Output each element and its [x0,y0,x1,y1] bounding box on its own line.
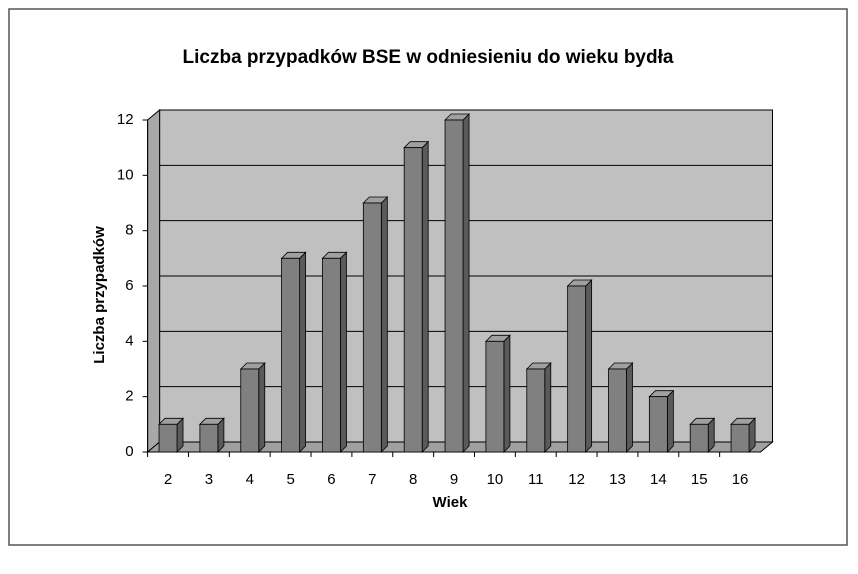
x-tick-label: 9 [450,471,458,488]
x-tick-label: 5 [286,471,294,488]
bar-face [585,279,593,453]
bar-face [340,251,347,453]
bar [239,362,266,453]
bar-face [158,423,178,453]
x-tick-label: 15 [691,471,708,488]
bar-face [648,396,668,453]
bar [280,251,307,453]
x-tick-label: 6 [327,471,335,488]
x-tick-label: 8 [409,471,417,488]
bar [321,251,348,453]
bar [362,196,389,453]
bar [444,113,471,453]
bar [730,417,757,453]
bar-face [444,119,464,453]
bar-face [485,340,505,453]
bar-face [544,362,552,453]
x-tick-label: 13 [609,471,626,488]
bar [198,417,225,453]
y-tick-label: 10 [117,166,134,183]
side-wall [147,108,161,454]
bar-face [380,196,388,453]
y-tick-label: 2 [125,388,133,405]
y-tick-label: 4 [125,332,133,349]
bar-face [299,251,307,453]
y-tick-label: 6 [125,277,133,294]
x-tick-label: 3 [205,471,213,488]
x-tick-label: 12 [568,471,585,488]
bar [607,362,634,453]
y-axis-label: Liczba przypadków [91,226,108,364]
bar [525,362,552,453]
bar-face [322,257,341,453]
bar [566,279,593,453]
bar-face [199,423,219,453]
bar-face [608,368,627,453]
x-axis-label: Wiek [433,494,469,511]
x-tick-label: 11 [528,471,544,488]
x-tick-label: 16 [732,471,749,488]
bar-face [626,362,633,453]
bar-face [362,202,382,453]
bar-face [240,368,260,453]
bar-face [421,140,429,453]
chart-title: Liczba przypadków BSE w odniesieniu do w… [183,47,674,68]
x-tick-label: 7 [368,471,376,488]
bar [158,417,184,453]
bar-face [281,257,301,453]
bar [689,417,716,453]
bar-face [462,113,470,453]
bar [403,140,430,453]
bar-face [258,362,266,453]
bar-face [666,389,674,453]
x-tick-label: 2 [164,471,172,488]
y-tick-label: 8 [125,222,133,239]
bar-face [503,334,511,453]
x-tick-label: 4 [246,471,254,488]
bar-face [526,368,546,453]
y-tick-label: 12 [117,111,134,128]
x-tick-label: 10 [487,471,504,488]
bar [648,389,675,453]
bar-face [730,423,750,453]
y-tick-label: 0 [125,443,133,460]
bar-face [567,285,587,453]
bar [484,334,511,453]
x-tick-label: 14 [650,471,667,488]
bar-face [403,147,423,453]
bar-face [689,423,709,453]
